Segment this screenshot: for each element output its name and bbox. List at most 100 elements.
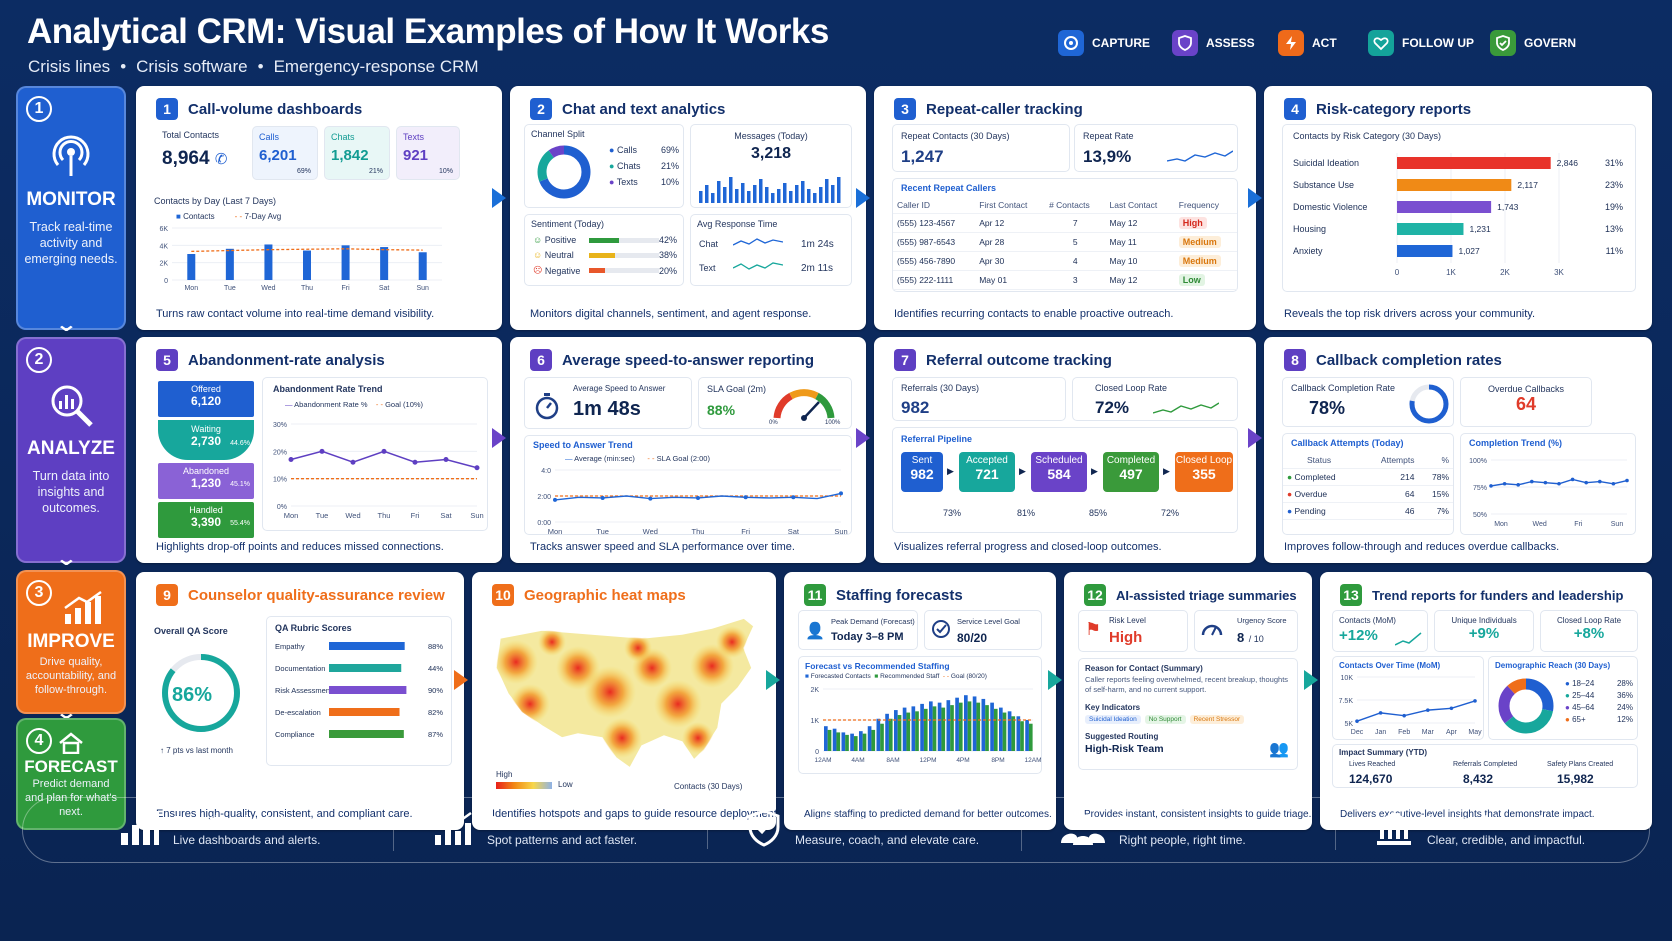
indicator-tag: Recent Stressor — [1189, 715, 1245, 724]
bar — [329, 664, 402, 672]
tick-label: 100% — [1469, 458, 1487, 465]
data-point — [1598, 479, 1602, 484]
speed-trend: Speed to Answer Trend — Average (min:sec… — [524, 435, 852, 536]
card-footer: Tracks answer speed and SLA performance … — [530, 541, 795, 553]
x-tick-label: Sun — [470, 511, 483, 520]
x-tick-label: Tue — [316, 511, 329, 520]
card-number: 2 — [530, 98, 552, 120]
data-point — [696, 495, 700, 500]
phase-name: ANALYZE — [27, 438, 115, 459]
x-tick-label: Wed — [643, 527, 658, 536]
x-tick-label: Dec — [1351, 729, 1364, 736]
x-tick-label: Sat — [788, 527, 800, 536]
spark-bar — [795, 185, 799, 203]
tick-label: 6K — [159, 226, 168, 233]
x-tick-label: Fri — [341, 285, 350, 292]
x-tick-label: Sun — [1611, 521, 1624, 528]
category-label: De-escalation — [275, 708, 321, 717]
donut-slice — [1498, 678, 1554, 734]
repeat-rate-sparkline — [1167, 150, 1233, 162]
indicator-tag: No Support — [1144, 715, 1186, 724]
benefit-leadership: Leadership-ready reporting Clear, credibl… — [1335, 810, 1649, 851]
phase-number: 3 — [26, 580, 52, 606]
forecast-bar — [894, 710, 898, 751]
x-tick-label: Tue — [596, 527, 609, 536]
shield-check-icon — [1490, 30, 1516, 56]
data-label: 87% — [428, 730, 443, 739]
forecast-bar — [859, 731, 863, 751]
staff-bar — [888, 718, 893, 751]
tick-label: 30% — [273, 422, 287, 429]
data-point — [1611, 481, 1616, 486]
bar — [380, 247, 389, 280]
stage-sent: Sent 982 — [901, 452, 943, 492]
unique-individuals-kpi: Unique Individuals +9% — [1434, 610, 1534, 652]
card-heat-map: 10 Geographic heat maps High Low Contacts… — [472, 572, 776, 830]
channel-split: Channel Split ● Calls 69% ● Chats 21% ● Text… — [524, 124, 684, 208]
bar — [187, 254, 196, 280]
spark-bar — [723, 187, 727, 203]
risk-level-kpi: ⚑ Risk Level High — [1078, 610, 1188, 652]
percent-label: 19% — [1605, 202, 1623, 212]
forecast-bar — [832, 728, 837, 751]
x-tick-label: Fri — [411, 511, 420, 520]
bar — [303, 250, 311, 280]
bolt-icon — [1278, 30, 1304, 56]
spark-bar — [699, 191, 703, 203]
sla-gauge — [773, 389, 835, 421]
repeat-callers-table: Recent Repeat Callers Caller ID First Con… — [892, 178, 1238, 292]
forecast-bar — [981, 698, 986, 751]
card-number: 6 — [530, 349, 552, 371]
card-footer: Aligns staffing to predicted demand for … — [804, 809, 1052, 820]
stage-completed: Completed 497 — [1103, 452, 1159, 492]
spark-bar — [705, 185, 709, 203]
benefit-service-trends: Service trends Spot patterns and act fast… — [393, 811, 707, 851]
phase-desc: Track real-time activity and emerging ne… — [24, 220, 118, 266]
callback-rate-kpi: Callback Completion Rate 78% — [1282, 377, 1454, 427]
card-footer: Ensures high-quality, consistent, and co… — [156, 808, 413, 820]
card-chat-text: 2 Chat and text analytics Channel Split ●… — [510, 86, 866, 330]
phone-icon: ✆ — [214, 151, 228, 168]
tick-label: 2K — [810, 687, 819, 694]
demographic-reach: Demographic Reach (30 Days) ● 18–24 28% ●… — [1488, 656, 1638, 740]
data-point — [839, 491, 843, 496]
referral-pipeline: Referral Pipeline Sent 982 ▶ Accepted 721 … — [892, 427, 1238, 533]
spark-bar — [771, 193, 775, 203]
target-icon — [931, 619, 951, 644]
spark-bar — [801, 181, 805, 203]
x-tick-label: 12PM — [920, 757, 937, 764]
x-tick-label: Wed — [261, 285, 275, 292]
phase-name: MONITOR — [26, 189, 116, 210]
card-footer: Identifies recurring contacts to enable … — [894, 308, 1174, 320]
flag-icon: ⚑ — [1085, 619, 1102, 639]
shield-check-icon — [747, 808, 781, 852]
bar — [418, 252, 427, 280]
x-tick-label: 8AM — [886, 757, 899, 764]
category-label: Documentation — [275, 664, 325, 673]
x-tick-label: Thu — [378, 511, 391, 520]
stage-closed-loop: Closed Loop 355 — [1175, 452, 1233, 492]
data-point — [1502, 481, 1507, 486]
target-icon — [1058, 30, 1084, 56]
category-label: Substance Use — [1293, 180, 1354, 190]
closed-loop-kpi: Closed Loop Rate 72% — [1072, 377, 1238, 421]
x-tick-label: 12AM — [1025, 757, 1041, 764]
staff-bar — [1020, 721, 1024, 751]
chevron-down-icon: ⌄ — [54, 314, 79, 336]
chat-sparkline — [733, 238, 783, 246]
staff-bar — [906, 712, 911, 751]
x-tick-label: Mon — [548, 527, 563, 536]
callback-rate-ring — [1409, 384, 1449, 424]
spark-bar — [711, 193, 715, 203]
spark-bar — [813, 193, 817, 203]
chevron-down-icon: ⌄ — [54, 548, 79, 570]
staff-bar — [985, 705, 989, 751]
data-point — [743, 495, 748, 500]
phase-desc: Predict demand and plan for what's next. — [25, 778, 117, 818]
x-tick-label: Sun — [834, 527, 847, 536]
staff-bar — [950, 705, 954, 751]
repeat-rate-kpi: Repeat Rate 13,9% — [1074, 124, 1238, 172]
table-row: ● Overdue 64 15% — [1283, 485, 1453, 503]
legend-act: ACT — [1278, 30, 1337, 56]
triage-summary: Reason for Contact (Summary) Caller repo… — [1078, 658, 1298, 770]
